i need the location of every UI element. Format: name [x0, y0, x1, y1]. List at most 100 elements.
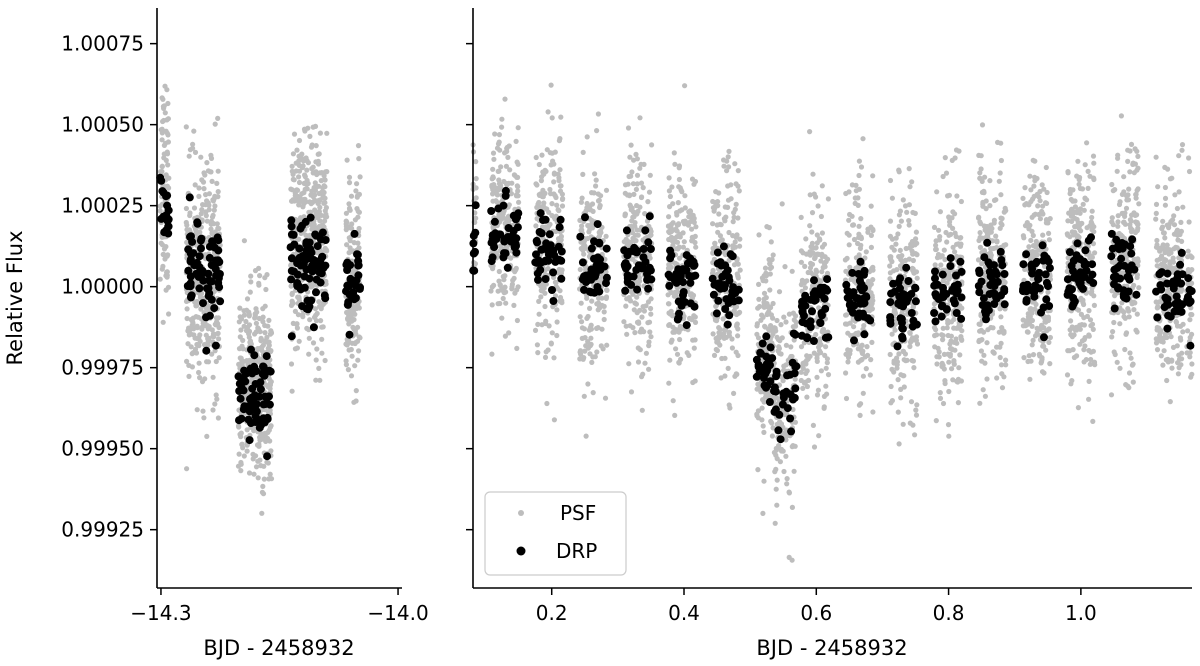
psf-point — [189, 364, 195, 370]
psf-point — [714, 222, 720, 228]
psf-point — [1003, 362, 1009, 368]
psf-point — [1092, 250, 1098, 256]
psf-point — [595, 191, 601, 197]
psf-point — [978, 166, 984, 172]
psf-point — [1076, 225, 1082, 231]
psf-point — [190, 141, 196, 147]
psf-point — [786, 489, 792, 495]
drp-point — [157, 176, 166, 185]
psf-point — [631, 237, 637, 243]
psf-point — [947, 222, 953, 228]
psf-point — [621, 319, 627, 325]
psf-point — [190, 319, 196, 325]
psf-point — [678, 326, 684, 332]
psf-point — [352, 311, 358, 317]
psf-point — [1086, 347, 1092, 354]
psf-point — [356, 334, 362, 340]
psf-point — [633, 301, 640, 307]
psf-point — [784, 481, 790, 487]
psf-point — [1070, 325, 1076, 331]
psf-point — [759, 405, 765, 411]
psf-point — [585, 381, 591, 387]
psf-point — [497, 243, 503, 249]
psf-point — [513, 265, 519, 271]
drp-point — [202, 346, 211, 355]
psf-point — [319, 324, 325, 330]
psf-point — [792, 443, 798, 449]
psf-point — [978, 337, 984, 343]
psf-point — [868, 203, 874, 209]
psf-point — [1030, 232, 1036, 239]
psf-point — [503, 300, 509, 306]
psf-point — [587, 351, 593, 357]
psf-point — [721, 335, 727, 341]
psf-point — [306, 327, 312, 333]
drp-point — [290, 240, 299, 249]
psf-point — [761, 478, 767, 484]
psf-point — [1046, 339, 1052, 345]
psf-point — [508, 255, 514, 261]
psf-point — [625, 125, 632, 131]
psf-point — [324, 169, 330, 175]
psf-point — [1082, 196, 1088, 202]
psf-point — [210, 198, 216, 204]
psf-point — [191, 205, 198, 211]
psf-point — [1043, 347, 1049, 353]
psf-point — [689, 226, 695, 232]
psf-point — [786, 311, 793, 317]
psf-point — [1024, 322, 1030, 328]
psf-point — [254, 442, 261, 448]
psf-point — [204, 218, 210, 224]
psf-point — [1081, 322, 1087, 328]
psf-point — [1136, 201, 1142, 207]
drp-point — [343, 300, 352, 309]
psf-point — [1046, 237, 1052, 243]
psf-point — [210, 374, 216, 380]
psf-point — [516, 199, 522, 205]
psf-point — [321, 200, 327, 206]
psf-point — [603, 187, 610, 193]
psf-point — [641, 161, 647, 167]
psf-point — [184, 466, 190, 472]
psf-point — [1026, 244, 1032, 250]
psf-point — [622, 182, 629, 188]
drp-point — [236, 394, 245, 403]
psf-point — [953, 233, 959, 240]
psf-point — [295, 312, 301, 318]
psf-point — [264, 459, 270, 465]
psf-point — [692, 178, 699, 185]
psf-point — [260, 483, 266, 489]
drp-point — [199, 276, 208, 285]
psf-point — [1109, 334, 1115, 340]
psf-point — [557, 136, 563, 142]
psf-point — [498, 164, 504, 170]
drp-point — [199, 299, 207, 308]
psf-point — [497, 300, 503, 307]
psf-point — [315, 161, 322, 167]
psf-point — [818, 213, 825, 220]
psf-point — [596, 233, 603, 239]
psf-point — [502, 96, 508, 102]
psf-point — [889, 331, 895, 337]
psf-point — [491, 156, 497, 162]
psf-point — [310, 164, 316, 170]
psf-point — [188, 344, 194, 350]
psf-point — [940, 325, 946, 331]
psf-point — [870, 267, 876, 273]
psf-point — [355, 338, 361, 344]
psf-point — [357, 174, 363, 180]
psf-point — [191, 128, 197, 134]
psf-point — [957, 352, 963, 358]
psf-point — [634, 181, 640, 187]
psf-point — [497, 282, 503, 288]
drp-point — [318, 228, 327, 237]
psf-point — [781, 468, 787, 475]
psf-point — [544, 400, 550, 407]
psf-point — [601, 309, 607, 315]
psf-point — [760, 423, 766, 429]
psf-point — [783, 453, 789, 459]
left-x-ticks: −14.3 −14.0 — [130, 588, 429, 625]
psf-point — [310, 124, 316, 130]
psf-point — [949, 346, 955, 352]
psf-point — [817, 340, 823, 346]
